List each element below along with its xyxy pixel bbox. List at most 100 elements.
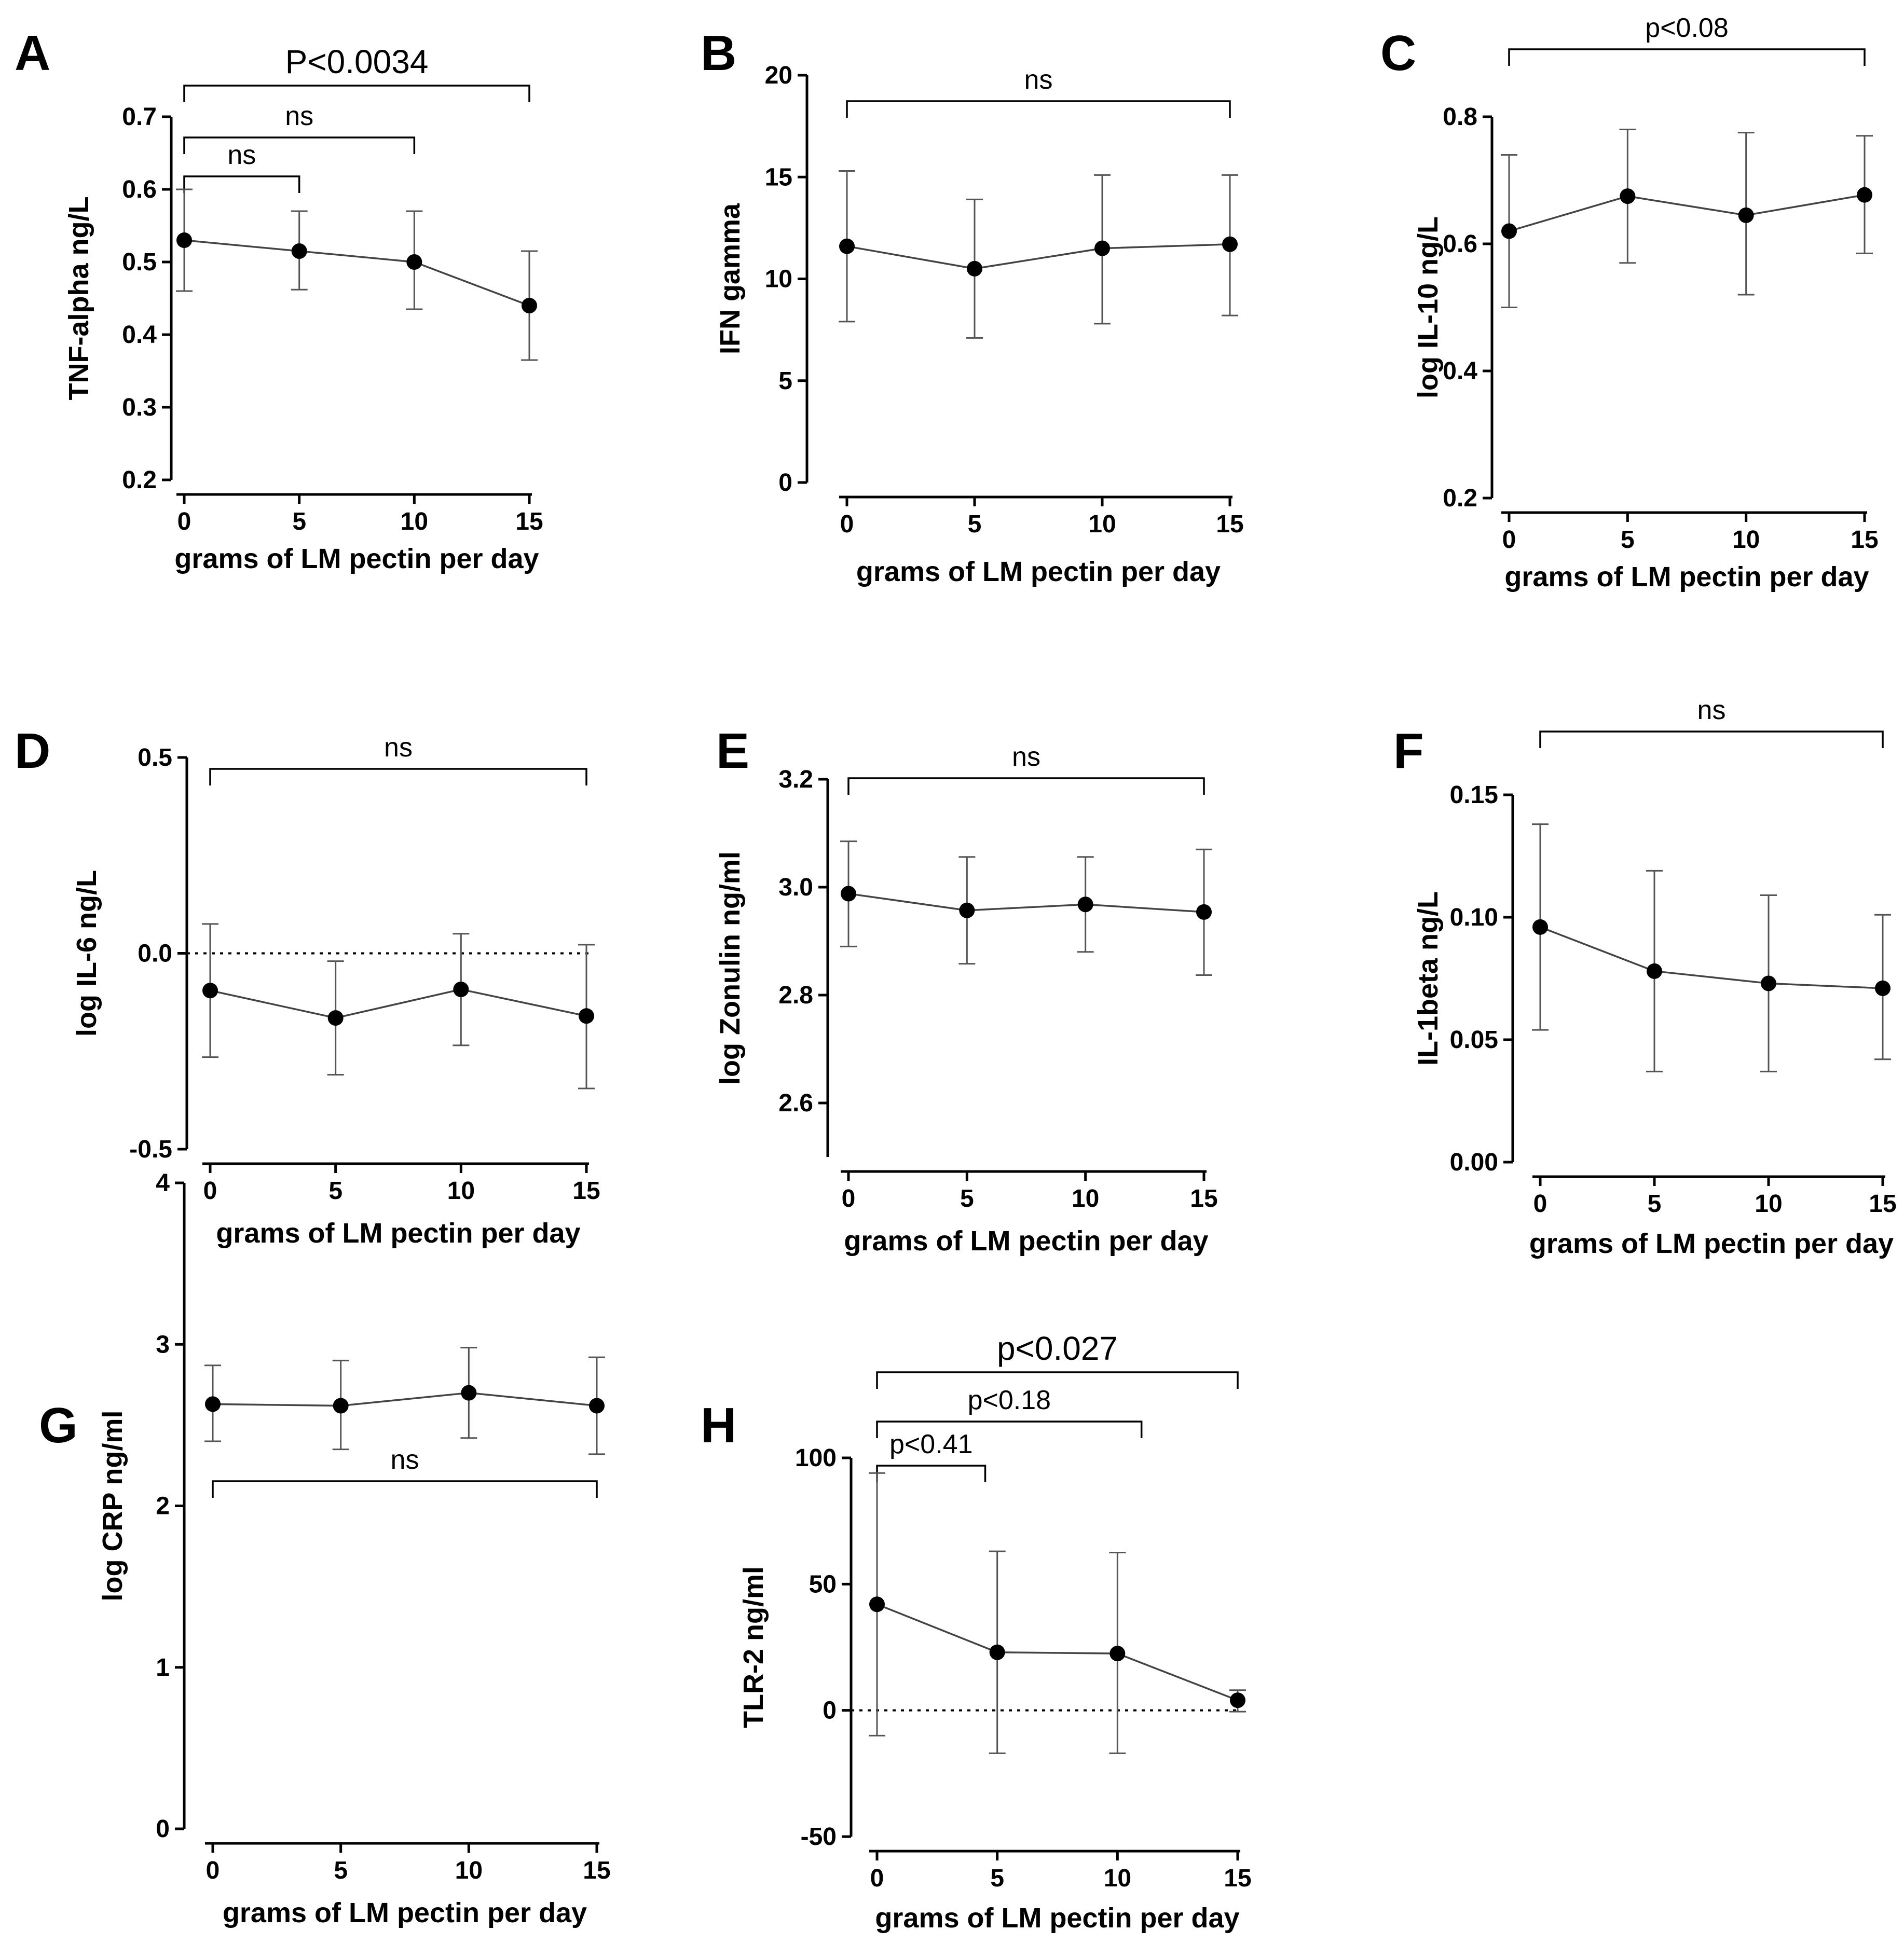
y-tick-label-f: 0.10 [1450,904,1498,931]
data-point-f [1875,980,1891,996]
y-tick-label-c: 0.2 [1443,485,1477,512]
panel-f: F 0.00 0.05 0.10 0.15 0 5 10 15 grams of LM pecti… [1393,695,1897,1259]
significance-bracket-f [1539,730,1884,748]
data-point-c [1501,223,1517,239]
data-point-f [1647,963,1662,979]
y-tick-label-a: 0.4 [122,321,157,349]
data-point-e [1196,904,1212,920]
significance-bracket-a [183,175,300,193]
y-tick-label-e: 2.6 [778,1090,813,1117]
panel-a: A 0.2 0.3 0.4 0.5 0.6 0.7 0 5 10 15 grams of LM pec… [15,25,543,574]
x-axis-label-a: grams of LM pectin per day [174,543,539,574]
y-tick-label-d: 0.5 [138,744,172,771]
y-tick-label-f: 0.15 [1450,781,1498,809]
series-line-f [1540,926,1883,989]
panel-h: H -50 0 50 100 0 5 10 15 grams of LM pectin per d… [701,1330,1252,1934]
x-tick-label-a: 5 [292,508,306,535]
x-tick-label-h: 10 [1104,1865,1131,1892]
significance-bracket-c [1508,48,1866,66]
significance-label-b: ns [1024,65,1053,95]
data-point-b [839,238,855,254]
x-tick-label-g: 5 [334,1857,348,1884]
y-tick-label-h: 100 [795,1444,837,1472]
x-tick-label-h: 0 [870,1865,884,1892]
data-point-h [989,1644,1005,1660]
y-axis-label-g: log CRP ng/ml [97,1410,128,1601]
panel-letter-f: F [1393,723,1424,779]
significance-bracket-g [212,1480,598,1498]
x-tick-label-e: 10 [1072,1185,1099,1212]
significance-label-f: ns [1697,695,1726,725]
panel-letter-c: C [1380,25,1416,81]
panel-letter-e: E [716,723,749,779]
x-tick-label-b: 0 [840,511,854,538]
panel-letter-g: G [39,1398,78,1453]
y-axis-label-a: TNF-alpha ng/L [63,197,94,401]
panel-letter-a: A [15,25,50,81]
data-point-b [1094,240,1110,256]
data-point-f [1761,975,1776,991]
x-tick-label-f: 0 [1533,1190,1547,1218]
y-axis-label-e: log Zonulin ng/ml [715,851,746,1085]
y-axis-label-h: TLR-2 ng/ml [738,1566,769,1728]
series-line-c [1509,194,1865,232]
x-tick-label-f: 15 [1869,1190,1896,1218]
y-tick-label-b: 0 [778,469,792,497]
x-axis-label-d: grams of LM pectin per day [216,1218,580,1249]
y-tick-label-a: 0.5 [122,249,157,276]
data-point-d [453,981,469,997]
x-tick-label-b: 15 [1216,511,1243,538]
data-point-e [841,886,856,902]
x-tick-label-d: 10 [447,1177,475,1205]
series-line-d [210,988,587,1019]
series-line-b [846,243,1230,270]
significance-label-a: ns [285,101,313,131]
x-axis-label-b: grams of LM pectin per day [856,556,1221,587]
x-tick-label-b: 10 [1088,511,1116,538]
panel-b: B 0 5 10 15 20 0 5 10 15 grams of LM pectin per da… [701,25,1244,587]
panel-letter-h: H [701,1398,736,1453]
data-point-c [1857,187,1872,203]
y-tick-label-d: -0.5 [129,1136,172,1163]
y-axis-label-c: log IL-10 ng/L [1413,216,1444,398]
series-line-e [848,892,1204,913]
x-tick-label-c: 10 [1732,526,1760,554]
y-axis-label-d: log IL-6 ng/L [71,870,102,1037]
data-point-d [327,1010,344,1026]
data-point-a [176,232,192,248]
x-tick-label-h: 5 [990,1865,1004,1892]
data-point-b [967,260,982,277]
y-tick-label-h: 0 [823,1697,837,1725]
panel-d: D -0.5 0.0 0.5 0 5 10 15 grams of LM pectin per … [15,723,600,1249]
y-tick-label-g: 0 [156,1815,170,1843]
x-axis-label-e: grams of LM pectin per day [844,1225,1208,1257]
x-tick-label-a: 10 [401,508,428,535]
significance-bracket-d [209,768,587,785]
significance-bracket-a [183,136,416,154]
y-tick-label-f: 0.00 [1450,1149,1498,1176]
y-tick-label-b: 10 [765,266,792,293]
panel-c: C 0.2 0.4 0.6 0.8 0 5 10 15 grams of LM pectin pe… [1380,13,1879,592]
significance-label-e: ns [1012,742,1040,772]
y-tick-label-e: 3.2 [778,766,813,793]
y-tick-label-h: -50 [801,1823,837,1851]
series-line-h [876,1603,1238,1701]
x-tick-label-a: 15 [515,508,543,535]
y-tick-label-c: 0.4 [1443,357,1477,385]
x-tick-label-f: 5 [1648,1190,1662,1218]
data-point-g [461,1385,477,1401]
x-tick-label-d: 15 [572,1177,600,1205]
data-point-g [589,1398,605,1414]
significance-label-h: p<0.18 [968,1385,1051,1415]
data-point-a [406,254,422,270]
data-point-c [1620,188,1636,204]
data-point-e [959,902,975,918]
data-point-e [1077,897,1093,913]
y-tick-label-b: 5 [778,367,792,395]
data-point-h [1109,1646,1126,1662]
y-tick-label-d: 0.0 [138,940,172,968]
y-tick-label-b: 20 [765,62,792,89]
data-point-c [1738,207,1754,223]
x-tick-label-a: 0 [177,508,191,535]
